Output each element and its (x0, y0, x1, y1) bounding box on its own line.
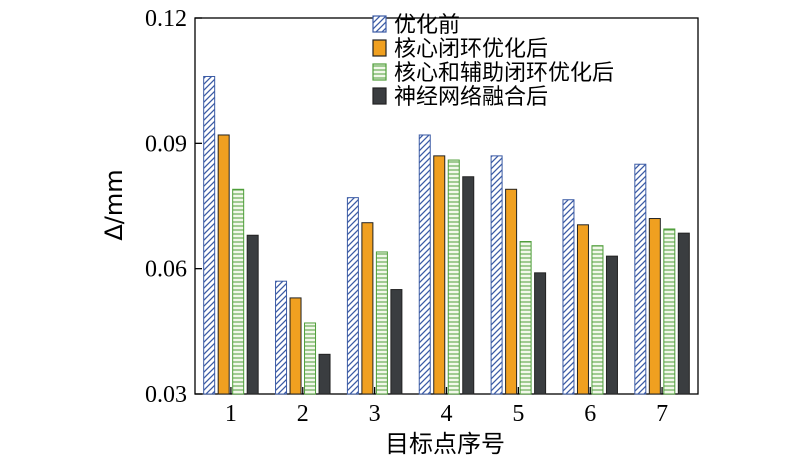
bar (375, 251, 388, 395)
x-axis: 1 2 3 4 5 6 7 (225, 387, 668, 427)
bar (361, 222, 374, 395)
legend-swatch (372, 87, 387, 105)
bar (390, 289, 403, 395)
bar (418, 134, 431, 395)
bar (576, 224, 589, 395)
bar (246, 234, 259, 395)
x-tick-label: 6 (584, 401, 596, 427)
y-axis: 0.03 0.06 0.09 0.12 (145, 6, 202, 408)
y-tick-label: 0.12 (145, 6, 187, 32)
bar (605, 255, 618, 395)
bars-group (203, 75, 690, 395)
y-tick-label: 0.06 (145, 257, 187, 283)
bar (505, 188, 518, 395)
bar (275, 280, 288, 395)
bar (217, 134, 230, 395)
legend-swatch (372, 15, 387, 33)
bar (648, 218, 661, 395)
bar (490, 155, 503, 395)
legend-label: 优化前 (394, 13, 460, 38)
legend-label: 神经网络融合后 (394, 85, 548, 110)
bar (634, 163, 647, 395)
x-tick-label: 2 (297, 401, 309, 427)
legend-swatch (372, 39, 387, 57)
bar (534, 272, 547, 395)
bar (462, 176, 475, 395)
bar (447, 159, 460, 395)
bar (346, 197, 359, 395)
bar (289, 297, 302, 395)
bar (591, 245, 604, 395)
bar (433, 155, 446, 395)
x-tick-label: 3 (369, 401, 381, 427)
x-tick-label: 4 (441, 401, 453, 427)
bar (677, 232, 690, 395)
legend-swatch (372, 63, 387, 81)
legend-label: 核心和辅助闭环优化后 (394, 61, 614, 86)
bar (663, 228, 676, 395)
x-axis-title: 目标点序号 (385, 430, 505, 458)
legend-label: 核心闭环优化后 (394, 37, 548, 62)
y-axis-title: Δ/mm (100, 169, 128, 240)
x-tick-label: 5 (512, 401, 524, 427)
bar (203, 75, 216, 395)
y-tick-label: 0.09 (145, 131, 187, 157)
bar (304, 322, 317, 395)
bar (519, 241, 532, 395)
y-tick-label: 0.03 (145, 382, 187, 408)
bar (562, 199, 575, 395)
bar (318, 353, 331, 395)
x-tick-label: 7 (656, 401, 668, 427)
x-tick-label: 1 (225, 401, 237, 427)
bar (232, 188, 245, 395)
